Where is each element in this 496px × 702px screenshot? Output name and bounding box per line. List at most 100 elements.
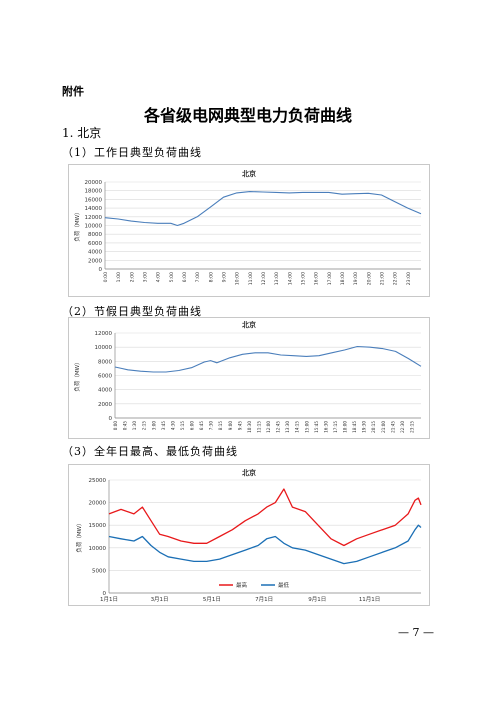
y-tick-label: 6000 — [98, 374, 112, 380]
x-tick-label: 1:30 — [132, 421, 137, 431]
chart-title: 北京 — [242, 320, 256, 329]
x-tick-label: 3:00 — [143, 272, 149, 282]
x-tick-label: 18:45 — [352, 421, 357, 433]
x-tick-label: 9:45 — [237, 421, 242, 431]
y-axis-label: 负荷（MW） — [75, 520, 83, 552]
x-tick-label: 10:30 — [247, 421, 252, 433]
y-tick-label: 0 — [103, 591, 107, 597]
x-tick-label: 12:00 — [261, 272, 267, 285]
chart-title: 北京 — [242, 169, 256, 178]
document-title: 各省级电网典型电力负荷曲线 — [143, 106, 352, 125]
y-axis-label: 负荷（MW） — [73, 359, 81, 391]
x-tick-label: 13:30 — [285, 421, 290, 433]
x-tick-label: 1:00 — [116, 272, 122, 282]
legend-entry: 最低 — [278, 581, 290, 589]
x-tick-label: 9:00 — [222, 272, 228, 282]
y-tick-label: 14000 — [85, 206, 103, 212]
series-line-primary — [108, 488, 422, 547]
subsection-heading-1: （1）工作日典型负荷曲线 — [62, 146, 202, 159]
workday-load-chart: 北京 20000 18000 16000 14000 12000 10000 8000 6000… — [68, 164, 430, 297]
x-tick-label: 5:15 — [180, 421, 185, 431]
annual-max-min-load-chart-svg: 北京 25000 20000 15000 10000 5000 0 负荷（MW） 1月1日 3月1… — [75, 468, 422, 603]
y-tick-label: 0 — [99, 267, 103, 273]
y-tick-label: 0 — [109, 416, 113, 422]
x-tick-label: 7月1日 — [255, 596, 273, 603]
y-tick-label: 6000 — [88, 241, 102, 247]
x-tick-label: 2:00 — [129, 272, 135, 282]
x-tick-label: 6:45 — [199, 421, 204, 431]
x-tick-label: 5:00 — [169, 272, 175, 282]
x-tick-label: 23:00 — [406, 272, 412, 285]
x-tick-label: 21:00 — [381, 421, 386, 433]
y-tick-label: 2000 — [98, 402, 112, 408]
x-tick-label: 8:00 — [208, 272, 214, 282]
y-tick-label: 5000 — [92, 568, 106, 574]
y-tick-label: 12000 — [85, 215, 103, 221]
y-tick-label: 15000 — [89, 523, 107, 529]
x-tick-label: 15:00 — [304, 421, 309, 433]
y-tick-label: 16000 — [85, 197, 103, 203]
x-tick-label: 16:00 — [314, 272, 320, 285]
workday-load-chart-svg: 北京20000180001600014000120001000080006000… — [73, 169, 422, 285]
x-tick-label: 18:00 — [343, 421, 348, 433]
x-tick-label: 20:00 — [366, 272, 372, 285]
x-tick-label: 13:00 — [274, 272, 280, 285]
x-tick-label: 3月1日 — [151, 596, 169, 603]
series-line-secondary — [108, 524, 422, 565]
x-tick-label: 4:00 — [156, 272, 162, 282]
x-tick-label: 10:00 — [235, 272, 241, 285]
x-tick-label: 11:15 — [256, 421, 261, 433]
x-tick-label: 12:45 — [276, 421, 281, 433]
y-tick-label: 8000 — [98, 359, 112, 365]
x-tick-label: 7:30 — [209, 421, 214, 431]
x-tick-label: 16:30 — [323, 421, 328, 433]
y-tick-label: 25000 — [89, 478, 107, 484]
legend-entry: 最高 — [236, 581, 248, 589]
x-tick-label: 14:00 — [287, 272, 293, 285]
y-tick-label: 10000 — [95, 345, 113, 351]
x-tick-label: 22:30 — [400, 421, 405, 433]
x-tick-label: 12:00 — [266, 421, 271, 433]
x-tick-label: 18:00 — [340, 272, 346, 285]
x-tick-label: 3:00 — [151, 421, 156, 431]
x-tick-label: 22:00 — [393, 272, 399, 285]
page-number: — 7 — — [398, 626, 434, 639]
series-line-primary — [104, 191, 422, 227]
y-tick-label: 10000 — [89, 546, 107, 552]
y-tick-label: 10000 — [85, 224, 103, 230]
x-tick-label: 9月1日 — [308, 596, 326, 603]
x-tick-label: 15:45 — [314, 421, 319, 433]
x-tick-label: 6:00 — [182, 272, 188, 282]
x-tick-label: 7:00 — [195, 272, 201, 282]
y-tick-label: 18000 — [85, 189, 103, 195]
y-tick-label: 4000 — [98, 388, 112, 394]
x-tick-label: 3:45 — [161, 421, 166, 431]
annex-label: 附件 — [62, 85, 84, 98]
holiday-load-chart-svg: 北京 12000 10000 8000 6000 4000 2000 0 负荷（MW） 0:00 0… — [73, 320, 422, 433]
x-tick-label: 21:45 — [390, 421, 395, 433]
y-tick-label: 12000 — [95, 331, 113, 337]
subsection-heading-3: （3）全年日最高、最低负荷曲线 — [62, 445, 238, 458]
section-heading: 1. 北京 — [62, 126, 102, 140]
holiday-load-chart: 北京 12000 10000 8000 6000 4000 2000 0 负荷（MW） 0:00 0… — [68, 317, 430, 439]
annual-max-min-load-chart: 北京 25000 20000 15000 10000 5000 0 负荷（MW） 1月1日 3月1… — [68, 464, 430, 606]
y-axis-label: 负荷（MW） — [73, 209, 81, 241]
y-tick-label: 2000 — [88, 258, 102, 264]
y-tick-label: 8000 — [88, 232, 102, 238]
x-tick-label: 14:15 — [295, 421, 300, 433]
x-tick-label: 0:00 — [113, 421, 118, 431]
x-tick-label: 8:15 — [218, 421, 223, 431]
x-tick-label: 17:00 — [327, 272, 333, 285]
x-tick-label: 5月1日 — [203, 596, 221, 603]
x-tick-label: 6:00 — [190, 421, 195, 431]
x-tick-label: 15:00 — [301, 272, 307, 285]
x-tick-label: 11月1日 — [359, 596, 381, 603]
x-tick-label: 9:00 — [228, 421, 233, 431]
x-tick-label: 0:45 — [123, 421, 128, 431]
x-tick-label: 4:30 — [170, 421, 175, 431]
x-tick-label: 2:15 — [142, 421, 147, 431]
x-tick-label: 1月1日 — [100, 596, 118, 603]
y-tick-label: 20000 — [85, 180, 103, 186]
x-tick-label: 17:15 — [333, 421, 338, 433]
x-tick-label: 0:00 — [103, 272, 109, 282]
